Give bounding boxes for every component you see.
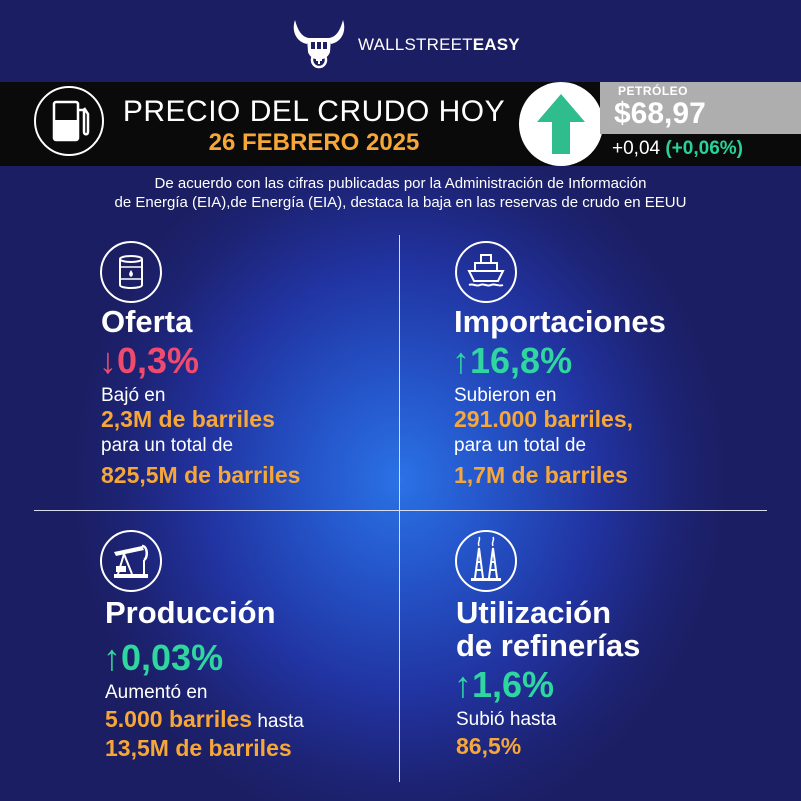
importaciones-pct: ↑16,8% bbox=[452, 340, 573, 381]
produccion-line2: 5.000 barriles hasta bbox=[105, 706, 304, 732]
page-date: 26 FEBRERO 2025 bbox=[208, 129, 420, 156]
refinery-towers-badge bbox=[455, 530, 517, 592]
cargo-ship-icon bbox=[467, 254, 505, 287]
importaciones-title: Importaciones bbox=[454, 304, 666, 339]
vertical-divider bbox=[399, 235, 400, 782]
oil-barrel-icon bbox=[119, 255, 143, 289]
up-arrow-icon bbox=[537, 94, 585, 154]
intro-text: De acuerdo con las cifras publicadas por… bbox=[114, 175, 687, 211]
oferta-line3: para un total de bbox=[101, 435, 234, 456]
fuel-pump-badge bbox=[34, 86, 104, 156]
oferta-line1: Bajó en bbox=[101, 385, 166, 406]
oferta-pct: ↓0,3% bbox=[99, 340, 200, 381]
importaciones-line3: para un total de bbox=[454, 435, 587, 456]
bull-logo-icon bbox=[293, 20, 345, 69]
price-label: PETRÓLEO bbox=[618, 84, 689, 98]
price-trend-badge bbox=[519, 82, 603, 166]
oil-barrel-badge bbox=[100, 241, 162, 303]
produccion-line1: Aumentó en bbox=[105, 682, 208, 703]
price-value: $68,97 bbox=[614, 97, 706, 130]
oferta-title: Oferta bbox=[101, 304, 193, 339]
cargo-ship-badge bbox=[455, 241, 517, 303]
price-box bbox=[600, 82, 801, 134]
produccion-title: Producción bbox=[105, 595, 276, 630]
oferta-line4: 825,5M de barriles bbox=[101, 462, 301, 488]
oferta-line2: 2,3M de barriles bbox=[101, 406, 275, 432]
oil-pumpjack-icon bbox=[114, 544, 148, 578]
refinerias-pct: ↑1,6% bbox=[454, 664, 555, 705]
brand-name: WALLSTREETEASY bbox=[358, 35, 520, 54]
fuel-pump-icon bbox=[52, 100, 90, 142]
price-change: +0,04 (+0,06%) bbox=[612, 138, 743, 159]
produccion-pct: ↑0,03% bbox=[103, 637, 224, 678]
refinerias-line1: Subió hasta bbox=[456, 709, 557, 730]
importaciones-line4: 1,7M de barriles bbox=[454, 462, 628, 488]
horizontal-divider bbox=[34, 510, 767, 511]
importaciones-line2: 291.000 barriles, bbox=[454, 406, 634, 432]
refinerias-line2: 86,5% bbox=[456, 733, 522, 759]
importaciones-line1: Subieron en bbox=[454, 385, 557, 406]
oil-pumpjack-badge bbox=[100, 530, 162, 592]
refinery-towers-icon bbox=[471, 536, 501, 581]
refinerias-title-line1: Utilización bbox=[456, 595, 612, 630]
produccion-line3: 13,5M de barriles bbox=[105, 735, 292, 761]
page-title: PRECIO DEL CRUDO HOY bbox=[122, 95, 506, 128]
refinerias-title-line2: de refinerías bbox=[456, 628, 641, 663]
